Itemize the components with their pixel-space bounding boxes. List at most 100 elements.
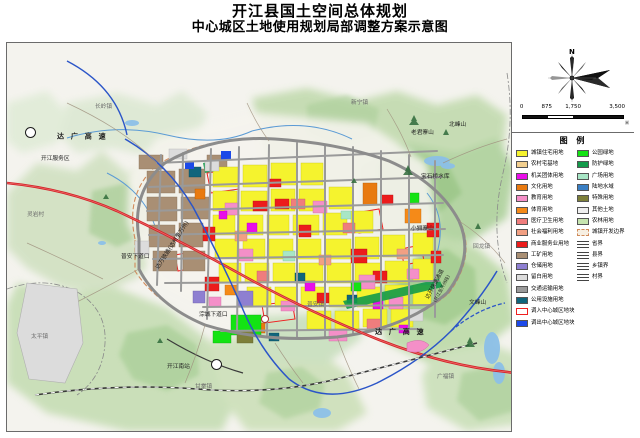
label-interchange-cheng: 淙城下道口 [199, 311, 228, 319]
legend-swatch [576, 206, 589, 214]
legend-item: 农村宅基地 [516, 159, 574, 170]
legend-swatch [516, 150, 528, 158]
legend-item: 农林用地 [576, 216, 635, 227]
label-village-g: 回龙镇 [473, 243, 491, 251]
legend-swatch [576, 150, 589, 158]
page-subtitle: 中心城区土地使用规划局部调整方案示意图 [191, 20, 449, 35]
legend-swatch [516, 240, 528, 248]
label-village-a: 长岭镇 [95, 103, 113, 111]
legend-heading: 图 例 [559, 136, 588, 145]
compass-north-label: N [569, 48, 575, 56]
legend-item: 省界 [576, 238, 635, 249]
compass-rose-icon: N [536, 48, 614, 106]
railway [34, 338, 478, 396]
legend-label: 医疗卫生用地 [531, 218, 564, 225]
label-interchange-puan: 普安下道口 [121, 253, 150, 261]
legend-item: 交通运输用地 [516, 284, 574, 295]
legend-item: 城镇开发边界 [576, 227, 635, 238]
label-village-d: 甘棠镇 [195, 383, 213, 391]
legend-swatch [516, 297, 528, 304]
legend-label: 文化用地 [531, 184, 553, 191]
legend-swatch [516, 229, 528, 237]
legend-item: 调入中心城区地块 [516, 306, 574, 317]
legend-swatch [516, 161, 528, 169]
scale-bar-segments [522, 115, 624, 119]
legend-item: 工矿用地 [516, 250, 574, 261]
legend-label: 城镇住宅用地 [531, 150, 564, 157]
legend-swatch [516, 308, 528, 316]
legend-top-section: N [512, 42, 634, 133]
station-node [211, 359, 222, 370]
label-village-e: 新宁镇 [351, 99, 369, 107]
legend-swatch-line [576, 251, 589, 259]
legend-label: 社会福利用地 [531, 229, 564, 236]
expressway-dakai [124, 138, 498, 395]
legend-label: 公用设施用地 [531, 297, 564, 304]
scale-unit: 米 [625, 120, 629, 125]
legend-item: 留白用地 [516, 272, 574, 283]
legend-swatch [516, 206, 528, 214]
scale-bar: 0 875 1,750 3,500 米 [519, 103, 629, 128]
label-peak-north: 北峰山 [449, 121, 467, 129]
legend-item: 村界 [576, 272, 635, 283]
legend-label: 仓储用地 [531, 263, 553, 270]
map-canvas[interactable] [7, 43, 633, 431]
legend-swatch [516, 274, 528, 282]
legend-label: 体育用地 [531, 207, 553, 214]
legend-item: 乡镇界 [576, 261, 635, 272]
legend-swatch-line [576, 240, 589, 248]
legend-label: 广场用地 [591, 173, 614, 180]
legend-item: 陆地水域 [576, 182, 635, 193]
legend-item: 仓储用地 [516, 261, 574, 272]
legend-item: 防护绿地 [576, 159, 635, 170]
legend-label: 陆地水域 [591, 184, 614, 191]
label-station-south: 开江南站 [167, 363, 190, 371]
legend-item: 体育用地 [516, 204, 574, 215]
legend-swatch [516, 184, 528, 192]
legend-item: 教育用地 [516, 193, 574, 204]
legend-item: 医疗卫生用地 [516, 216, 574, 227]
legend-item: 公用设施用地 [516, 295, 574, 306]
legend-label: 交通运输用地 [531, 286, 564, 293]
legend-label: 农村宅基地 [531, 161, 559, 168]
legend-item: 商业服务业用地 [516, 238, 574, 249]
scale-tick-0: 0 [519, 103, 524, 111]
legend-item: 其他土地 [576, 204, 635, 215]
legend-label: 工矿用地 [531, 252, 553, 259]
legend-label: 村界 [591, 274, 603, 281]
legend-label: 机关团体用地 [531, 173, 564, 180]
legend-label: 乡镇界 [591, 263, 608, 270]
map-graphic [7, 43, 633, 431]
legend-swatch [516, 172, 528, 180]
legend-swatch-line [576, 263, 589, 271]
legend-item: 特殊用地 [576, 193, 635, 204]
page-title: 开江县国土空间总体规划 [231, 2, 408, 20]
label-peak-west: 老君寨山 [411, 129, 434, 137]
legend-swatch [576, 161, 589, 169]
legend-swatch [516, 285, 528, 293]
legend-label: 留白用地 [531, 274, 553, 281]
map-frame[interactable]: 达 广 高 速 开江服务区 普安下道口 淙城下道口 开江南站 达 广 高 速 达… [6, 42, 634, 432]
label-highway-east: 达 广 高 速 [375, 327, 426, 337]
legend-label: 特殊用地 [591, 195, 614, 202]
legend-item: 文化用地 [516, 182, 574, 193]
legend-label: 调出中心城区地块 [531, 320, 575, 327]
legend-label: 城镇开发边界 [591, 229, 625, 236]
legend-item: 公园绿地 [576, 148, 635, 159]
legend-swatch [576, 229, 589, 237]
legend-item: 广场用地 [576, 171, 635, 182]
label-reservoir: 宝石桥水库 [421, 173, 450, 181]
service-area-node [25, 127, 36, 138]
scale-tick-3: 3,500 [609, 103, 626, 111]
label-village-c: 太平镇 [31, 333, 49, 341]
label-peak-southwest: 小狮寨山 [411, 225, 434, 233]
legend-swatch [516, 319, 528, 327]
legend-swatch [516, 263, 528, 271]
legend-column-right: 公园绿地 防护绿地 广场用地 陆地水域 特殊用地 其他土地 农林用地 城镇开发边… [576, 148, 635, 329]
legend-swatch [576, 184, 589, 192]
label-highway-west: 达 广 高 速 [57, 131, 108, 141]
legend-label: 农林用地 [591, 218, 614, 225]
legend-label: 商业服务业用地 [531, 241, 569, 247]
legend-item: 城镇住宅用地 [516, 148, 574, 159]
